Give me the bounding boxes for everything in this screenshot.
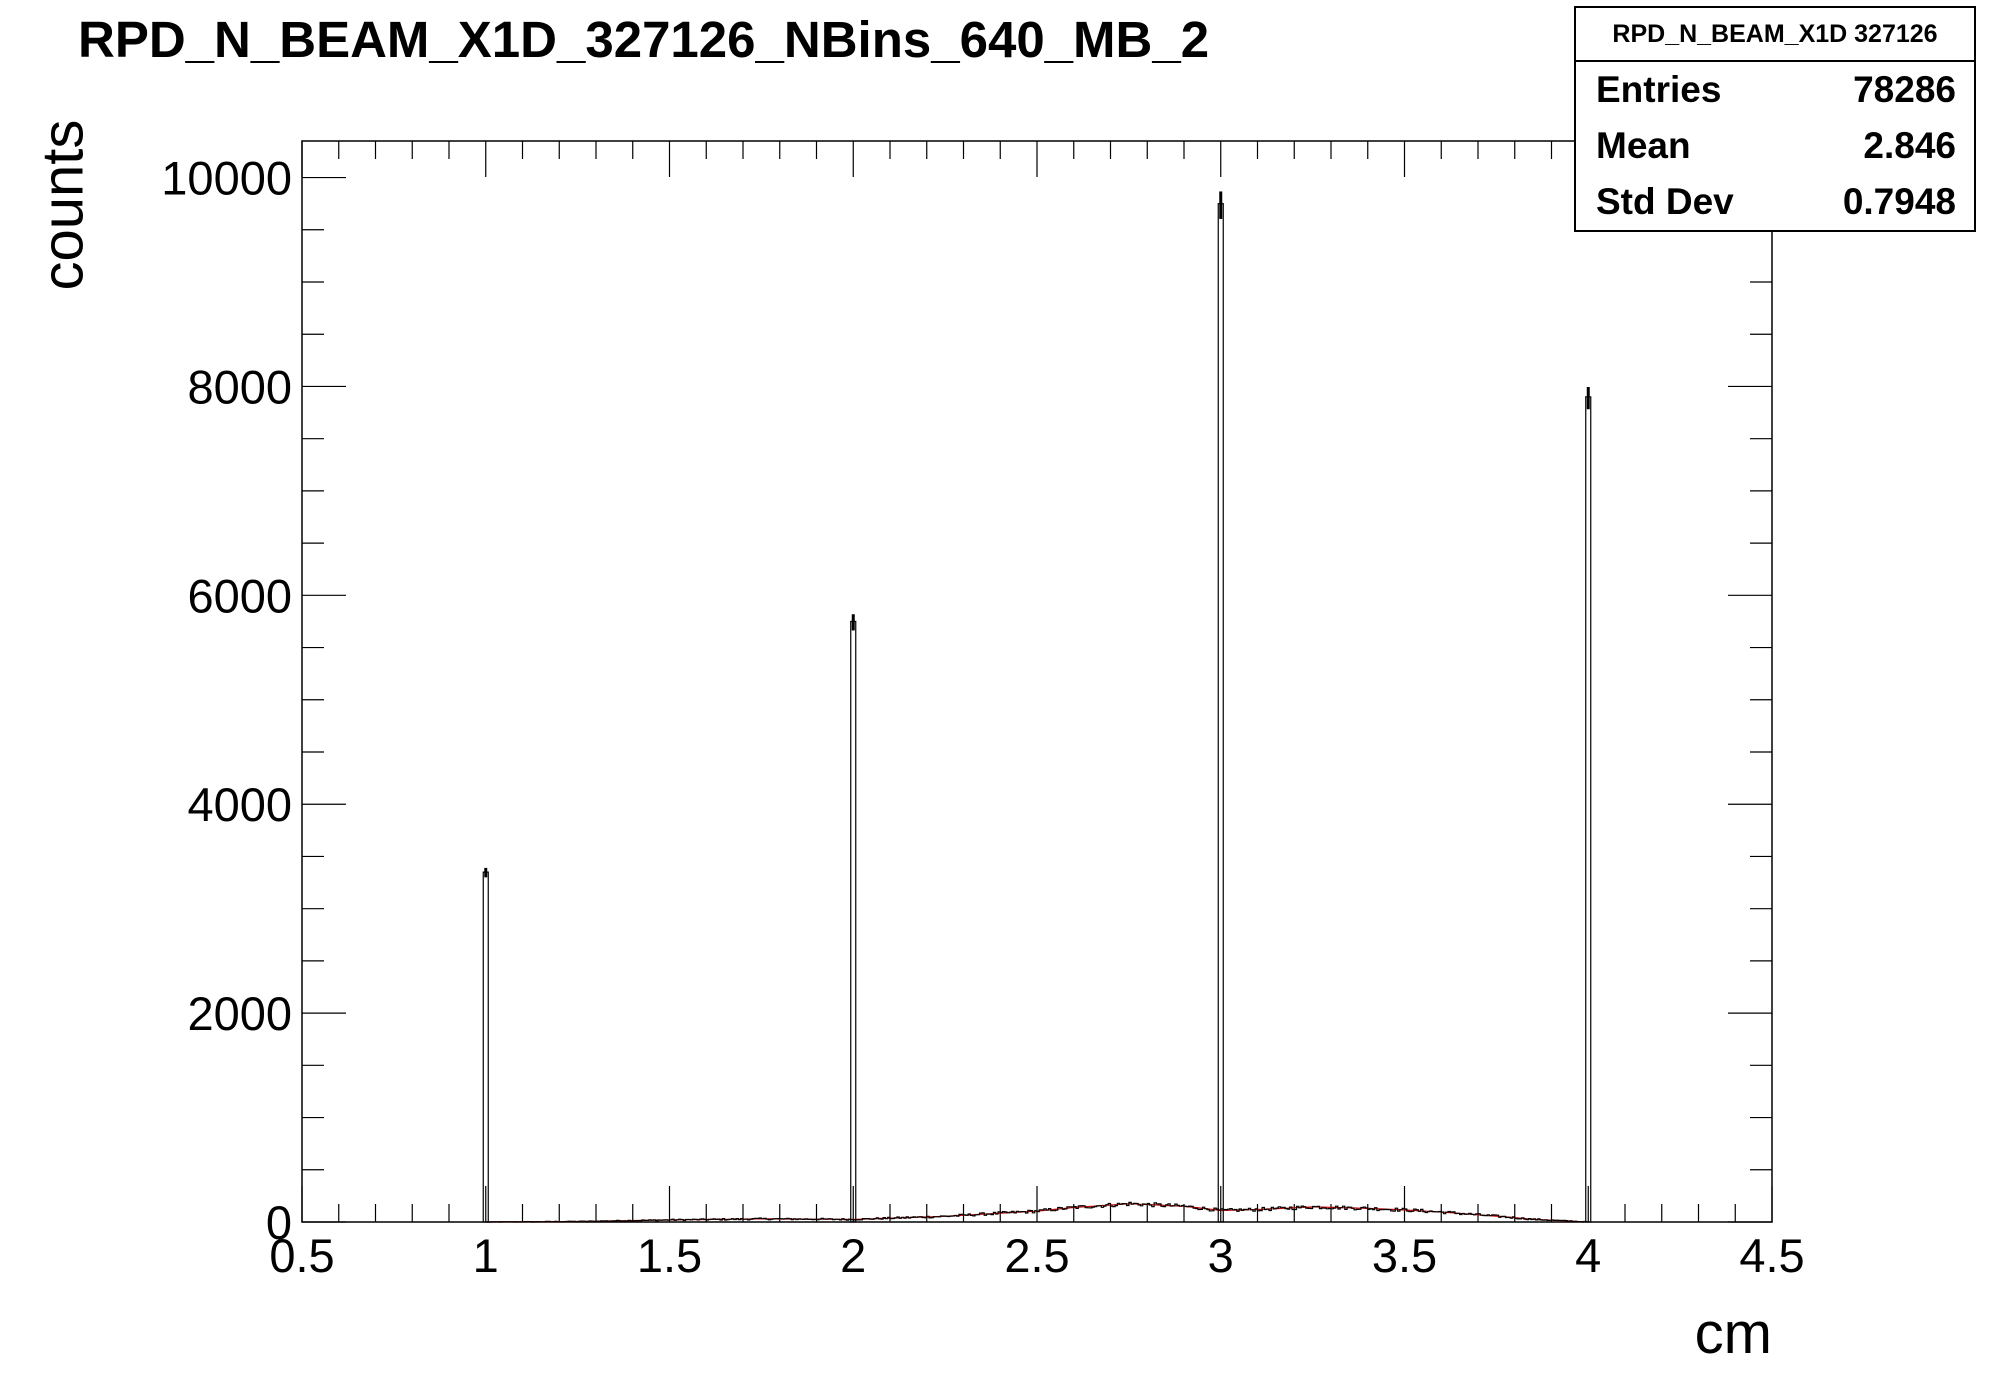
y-axis-label: counts [30,119,96,291]
histogram-spike [1217,203,1224,1223]
plot-frame [301,140,1773,1223]
y-tick-label: 4000 [187,778,292,831]
stats-row-stddev: Std Dev 0.7948 [1576,174,1974,230]
x-axis-label: cm [1694,1301,1772,1366]
x-tick-label: 3 [1208,1229,1234,1282]
stats-value: 2.846 [1863,125,1956,166]
stats-label: Mean [1596,125,1691,166]
x-tick-label: 4.5 [1739,1229,1804,1282]
histogram-spike [850,620,857,1223]
x-tick-label: 4 [1575,1229,1601,1282]
y-tick-label: 6000 [187,569,292,622]
y-tick-label: 10000 [161,152,292,205]
x-tick-label: 3.5 [1372,1229,1437,1282]
x-tick-label: 1.5 [637,1229,702,1282]
stats-label: Entries [1596,69,1722,110]
x-tick-label: 2.5 [1004,1229,1069,1282]
histogram-spike [482,871,489,1223]
stats-row-mean: Mean 2.846 [1576,118,1974,174]
y-tick-label: 2000 [187,987,292,1040]
y-tick-label: 0 [266,1196,292,1249]
stats-box: RPD_N_BEAM_X1D 327126 Entries 78286 Mean… [1574,6,1976,232]
chart-title: RPD_N_BEAM_X1D_327126_NBins_640_MB_2 [78,11,1210,68]
y-tick-label: 8000 [187,360,292,413]
stats-label: Std Dev [1596,181,1734,222]
background-distribution [485,1201,1589,1223]
histogram-spike [1585,396,1592,1223]
x-tick-label: 0.5 [269,1229,334,1282]
x-tick-label: 2 [840,1229,866,1282]
stats-box-title: RPD_N_BEAM_X1D 327126 [1576,8,1974,62]
stats-value: 78286 [1853,69,1956,110]
stats-value: 0.7948 [1842,181,1956,222]
stats-row-entries: Entries 78286 [1576,62,1974,118]
x-tick-label: 1 [473,1229,499,1282]
